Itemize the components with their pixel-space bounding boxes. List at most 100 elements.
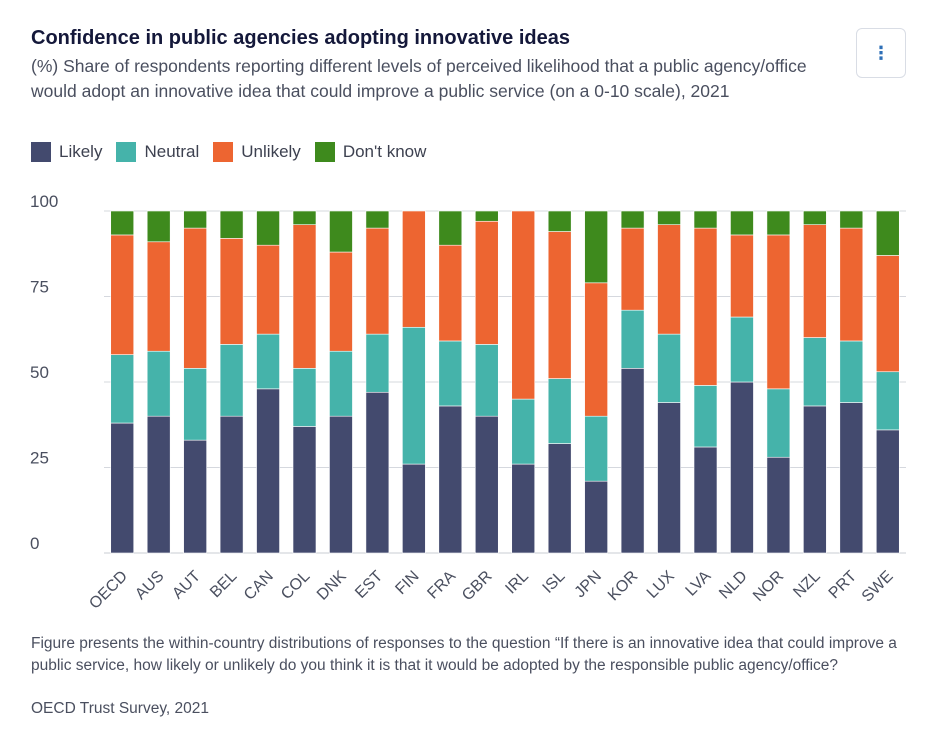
bar-est-unlikely (365, 227, 390, 335)
bar-aut-neutral (183, 368, 207, 441)
bar-bel-neutral (219, 344, 244, 417)
chart-legend: Likely Neutral Unlikely Don't know (31, 142, 440, 162)
bar-nzl-neutral (803, 337, 827, 407)
y-tick-label: 50 (30, 363, 49, 382)
legend-swatch (213, 142, 234, 162)
x-tick-label: IRL (502, 568, 532, 598)
bar-can-neutral (256, 333, 280, 390)
bar-gbr-don-t-know (474, 210, 499, 222)
bar-nor-neutral (766, 388, 791, 458)
x-tick-label: BEL (207, 568, 240, 601)
bar-swe-likely (875, 429, 900, 554)
bar-jpn-likely (584, 480, 608, 554)
bar-isl-don-t-know (547, 210, 572, 232)
bar-gbr-neutral (474, 344, 499, 417)
bar-oecd-neutral (110, 354, 135, 424)
bar-jpn-unlikely (584, 282, 608, 417)
bar-lux-likely (657, 402, 681, 554)
bar-bel-unlikely (219, 238, 244, 345)
bar-fra-unlikely (438, 244, 463, 342)
x-tick-label: NOR (750, 568, 787, 605)
bar-nor-don-t-know (766, 210, 791, 236)
bar-can-don-t-know (256, 210, 280, 246)
bar-col-neutral (292, 368, 317, 427)
bar-gbr-unlikely (474, 220, 499, 345)
x-tick-label: JPN (572, 568, 605, 601)
bar-nld-likely (730, 381, 754, 554)
bar-nzl-unlikely (803, 224, 827, 338)
bar-irl-neutral (511, 398, 536, 465)
bar-dnk-likely (329, 415, 353, 554)
chart-menu-button[interactable]: ⋮ (856, 28, 906, 78)
bar-aut-don-t-know (183, 210, 207, 229)
bar-lva-neutral (693, 385, 718, 448)
bar-kor-likely (620, 368, 645, 554)
x-tick-label: FRA (424, 568, 459, 603)
legend-label: Don't know (342, 142, 427, 161)
x-tick-label: LVA (683, 568, 715, 600)
bar-aus-likely (146, 415, 171, 554)
bar-fin-unlikely (402, 210, 426, 328)
bar-fin-neutral (402, 326, 426, 465)
bar-isl-neutral (547, 378, 572, 444)
chart-title: Confidence in public agencies adopting i… (31, 27, 570, 49)
legend-item-likely[interactable]: Likely (31, 142, 102, 162)
bar-oecd-don-t-know (110, 210, 135, 236)
y-tick-label: 25 (30, 449, 49, 468)
x-tick-label: ISL (540, 568, 569, 597)
x-tick-label: OECD (86, 568, 131, 613)
bar-nld-neutral (730, 316, 754, 383)
bar-swe-neutral (875, 371, 900, 431)
bar-dnk-neutral (329, 350, 353, 417)
legend-swatch (314, 142, 335, 162)
x-tick-label: KOR (605, 568, 642, 605)
legend-item-don-t-know[interactable]: Don't know (314, 142, 427, 162)
bar-nzl-likely (803, 405, 827, 554)
bar-est-likely (365, 391, 390, 554)
bar-jpn-don-t-know (584, 210, 608, 284)
bar-est-neutral (365, 333, 390, 393)
legend-label: Unlikely (241, 142, 301, 161)
legend-label: Neutral (144, 142, 200, 161)
bar-bel-likely (219, 415, 244, 554)
bar-isl-unlikely (547, 231, 572, 379)
bar-col-unlikely (292, 224, 317, 369)
bar-can-unlikely (256, 244, 280, 335)
bar-prt-don-t-know (839, 210, 864, 229)
bar-irl-unlikely (511, 210, 536, 400)
bar-oecd-unlikely (110, 234, 135, 355)
legend-item-unlikely[interactable]: Unlikely (213, 142, 301, 162)
bar-aus-neutral (146, 350, 171, 417)
x-tick-label: LUX (644, 568, 678, 602)
bar-prt-likely (839, 402, 864, 554)
bar-aut-likely (183, 439, 207, 554)
bar-est-don-t-know (365, 210, 390, 229)
bar-aus-don-t-know (146, 210, 171, 243)
bar-kor-don-t-know (620, 210, 645, 229)
x-tick-label: NZL (790, 568, 823, 601)
legend-label: Likely (59, 142, 103, 161)
x-tick-label: EST (352, 568, 386, 602)
x-tick-label: COL (278, 568, 313, 603)
bar-lux-don-t-know (657, 210, 681, 225)
figure-note: Figure presents the within-country distr… (31, 635, 897, 674)
bar-gbr-likely (474, 415, 499, 554)
figure-source: OECD Trust Survey, 2021 (31, 700, 210, 717)
bar-bel-don-t-know (219, 210, 244, 239)
bar-fra-neutral (438, 340, 463, 407)
bar-lva-don-t-know (693, 210, 718, 229)
bar-prt-neutral (839, 340, 864, 403)
y-tick-label: 0 (30, 534, 39, 553)
bar-oecd-likely (110, 422, 135, 554)
legend-swatch (116, 142, 137, 162)
bar-irl-likely (511, 463, 536, 554)
x-tick-label: SWE (859, 568, 897, 606)
bar-swe-don-t-know (875, 210, 900, 256)
bar-fin-likely (402, 463, 426, 554)
x-tick-label: PRT (826, 568, 861, 603)
bar-lva-likely (693, 446, 718, 554)
legend-item-neutral[interactable]: Neutral (116, 142, 199, 162)
bar-nor-unlikely (766, 234, 791, 390)
legend-swatch (31, 142, 51, 162)
